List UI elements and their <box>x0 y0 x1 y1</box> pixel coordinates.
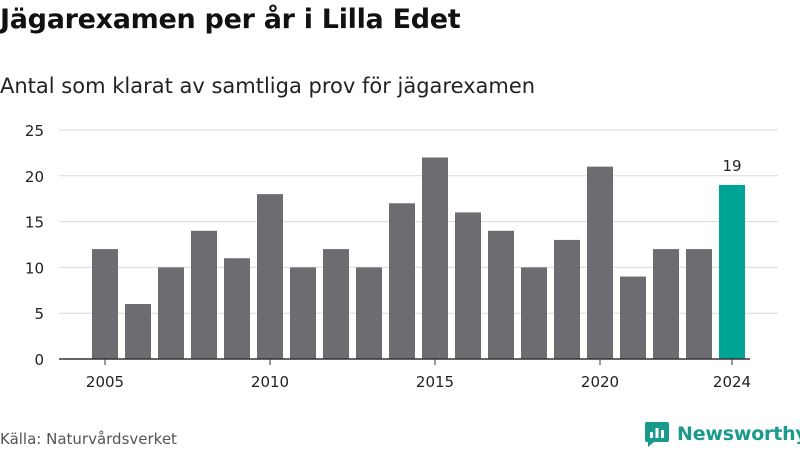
brand-logo: Newsworthy <box>644 419 800 449</box>
chart-title: Jägarexamen per år i Lilla Edet <box>0 4 461 35</box>
bar-2021 <box>620 276 646 359</box>
x-tick-label-2024: 2024 <box>713 373 751 391</box>
x-tick-label-2010: 2010 <box>251 373 289 391</box>
bar-2011 <box>290 267 316 359</box>
source-note: Källa: Naturvårdsverket <box>0 430 177 448</box>
bar-2016 <box>455 212 481 359</box>
x-tick-label-2020: 2020 <box>581 373 619 391</box>
bar-2010 <box>257 194 283 359</box>
y-tick-label-15: 15 <box>25 214 44 232</box>
y-tick-label-25: 25 <box>25 122 44 140</box>
bar-2009 <box>224 258 250 359</box>
y-tick-label-5: 5 <box>34 305 44 323</box>
bar-2019 <box>554 239 580 359</box>
y-tick-label-20: 20 <box>25 168 44 186</box>
bar-2007 <box>158 267 184 359</box>
bar-2008 <box>191 230 217 359</box>
y-tick-label-0: 0 <box>34 351 44 369</box>
bar-chart: 0 5 10 15 20 25 2005 2010 2015 2020 2024 19 <box>25 122 778 391</box>
bar-2017 <box>488 230 514 359</box>
x-tick-label-2005: 2005 <box>86 373 124 391</box>
bar-2024 <box>719 184 745 359</box>
x-tick-label-2015: 2015 <box>416 373 454 391</box>
bar-2020 <box>587 166 613 359</box>
bar-2012 <box>323 249 349 359</box>
bar-2014 <box>389 203 415 359</box>
chart-subtitle: Antal som klarat av samtliga prov för jä… <box>0 74 536 98</box>
bar-2015 <box>422 157 448 359</box>
bar-2018 <box>521 267 547 359</box>
y-tick-label-10: 10 <box>25 259 44 277</box>
bar-2013 <box>356 267 382 359</box>
newsworthy-icon <box>645 422 669 447</box>
data-label-2024: 19 <box>722 157 741 175</box>
bar-2006 <box>125 304 151 359</box>
bar-2005 <box>92 249 118 359</box>
bar-2023 <box>686 249 712 359</box>
brand-name: Newsworthy <box>677 423 800 445</box>
bar-2022 <box>653 249 679 359</box>
